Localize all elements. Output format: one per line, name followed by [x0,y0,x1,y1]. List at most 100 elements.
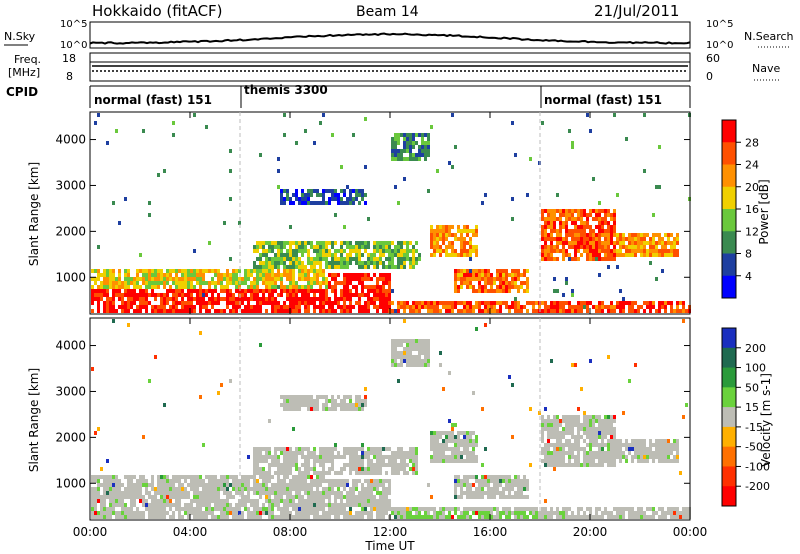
power-cell [409,241,412,245]
velocity-cell [463,459,466,463]
power-cell [601,301,604,305]
velocity-cell [541,447,544,451]
velocity-cell [190,483,193,487]
velocity-cell [526,507,529,511]
power-cell [97,269,100,273]
velocity-cell [358,467,361,471]
power-cell [565,209,568,213]
velocity-cell [304,499,307,503]
velocity-cell [181,491,184,495]
power-cell [286,253,289,257]
velocity-cell [262,459,265,463]
velocity-cell [550,511,553,515]
velocity-cell [244,479,247,483]
power-cell [376,297,379,301]
power-cell [457,289,460,293]
velocity-cell [304,483,307,487]
power-cell [496,309,499,313]
power-cell [403,305,406,309]
power-cell [145,309,148,313]
velocity-cell [469,495,472,499]
velocity-cell [337,483,340,487]
velocity-cell [433,435,436,439]
power-cell [100,281,103,285]
power-cell [310,289,313,293]
power-cell [247,273,250,277]
power-cell [442,229,445,233]
power-cell [304,309,307,313]
power-cell [325,309,328,313]
velocity-cell [118,511,121,515]
velocity-cell [604,459,607,463]
power-cell [340,293,343,297]
power-cell [283,305,286,309]
power-cell [397,253,400,257]
velocity-cell [148,503,151,507]
power-cell [256,281,259,285]
velocity-cell [583,455,586,459]
power-cell [265,253,268,257]
power-cell [502,269,505,273]
velocity-cell [235,503,238,507]
power-cell [289,197,292,201]
velocity-cell [598,423,601,427]
velocity-cell [322,487,325,491]
power-cell [247,305,250,309]
velocity-cell [457,443,460,447]
velocity-cell [97,495,100,499]
velocity-cell [547,427,550,431]
power-cell [409,137,412,141]
velocity-cell [346,511,349,515]
velocity-cell [466,455,469,459]
velocity-cell [292,483,295,487]
velocity-cell [232,487,235,491]
velocity-cell [379,495,382,499]
velocity-cell [592,463,595,467]
velocity-cell [256,487,259,491]
power-cell [163,297,166,301]
velocity-cell [313,503,316,507]
velocity-cell [454,511,457,515]
velocity-cell [448,511,451,515]
velocity-cell [421,339,424,343]
velocity-cell [457,515,460,519]
power-cell [310,245,313,249]
velocity-cell [109,515,112,519]
power-cell [565,241,568,245]
velocity-cell [133,475,136,479]
velocity-cell [394,351,397,355]
power-cell [337,297,340,301]
power-cell [430,237,433,241]
power-cell [277,257,280,261]
velocity-cell [598,507,601,511]
velocity-cell [400,455,403,459]
velocity-cell [565,427,568,431]
velocity-cell [607,447,610,451]
power-cell [394,141,397,145]
velocity-cell [571,447,574,451]
power-cell [346,293,349,297]
velocity-cell [544,507,547,511]
power-cell [373,305,376,309]
velocity-cell [226,511,229,515]
power-cell [286,189,289,193]
power-cell [298,285,301,289]
power-cell [97,297,100,301]
power-cell [490,309,493,313]
power-cell [316,261,319,265]
velocity-cell [424,343,427,347]
velocity-cell [544,515,547,519]
velocity-cell [484,511,487,515]
power-cell [556,193,559,197]
power-cell [229,273,232,277]
power-cell [304,197,307,201]
power-cell [256,305,259,309]
power-cell [637,233,640,237]
power-cell [316,253,319,257]
velocity-cell [211,483,214,487]
velocity-cell [427,355,430,359]
power-cell [208,301,211,305]
velocity-cell [322,403,325,407]
velocity-cell [490,507,493,511]
power-cell [253,281,256,285]
